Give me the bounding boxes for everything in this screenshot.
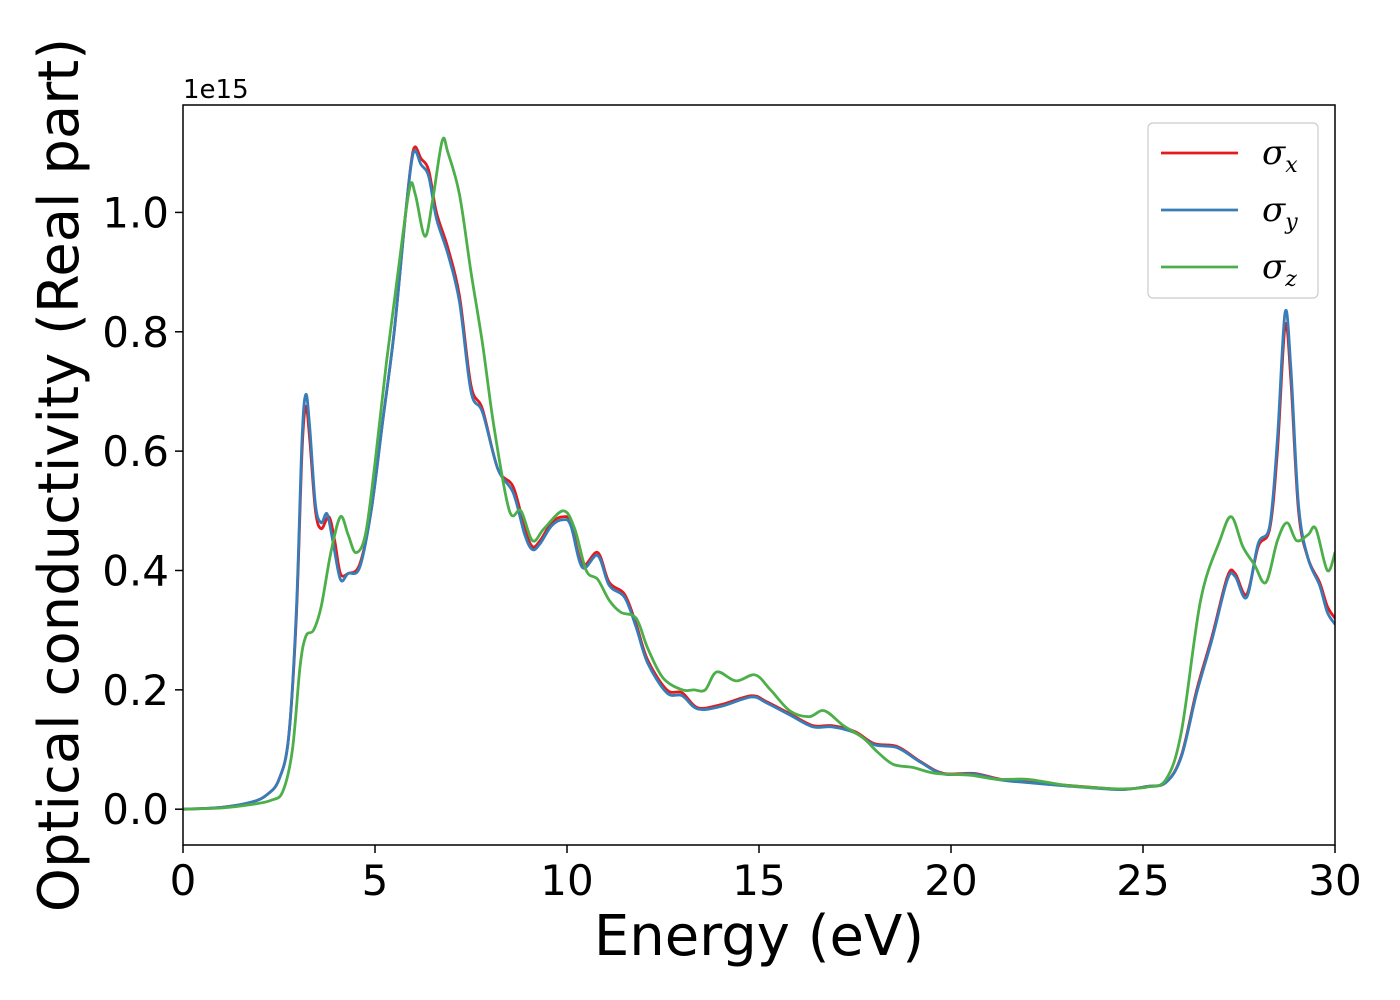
series-line-z bbox=[183, 136, 1335, 811]
y-tick-label: 0.8 bbox=[102, 308, 169, 357]
x-tick-label: 15 bbox=[732, 856, 785, 905]
y-tick-label: 0.0 bbox=[102, 785, 169, 834]
y-axis-title: Optical conductivity (Real part) bbox=[27, 38, 92, 912]
y-axis-ticks: 0.0 0.2 0.4 0.6 0.8 1.0 bbox=[102, 188, 183, 834]
x-tick-label: 30 bbox=[1308, 856, 1361, 905]
x-tick-label: 0 bbox=[170, 856, 197, 905]
x-tick-label: 20 bbox=[924, 856, 977, 905]
y-tick-label: 0.4 bbox=[102, 546, 169, 595]
x-tick-label: 5 bbox=[362, 856, 389, 905]
y-offset-text: 1e15 bbox=[183, 75, 249, 105]
y-tick-label: 0.6 bbox=[102, 427, 169, 476]
y-tick-label: 0.2 bbox=[102, 666, 169, 715]
x-axis-title: Energy (eV) bbox=[594, 904, 924, 969]
x-tick-label: 10 bbox=[540, 856, 593, 905]
x-tick-label: 25 bbox=[1116, 856, 1169, 905]
series-line-y bbox=[183, 149, 1335, 811]
series-lines bbox=[183, 136, 1335, 811]
y-tick-label: 1.0 bbox=[102, 188, 169, 237]
x-axis-ticks: 0 5 10 15 20 25 30 bbox=[170, 845, 1362, 905]
